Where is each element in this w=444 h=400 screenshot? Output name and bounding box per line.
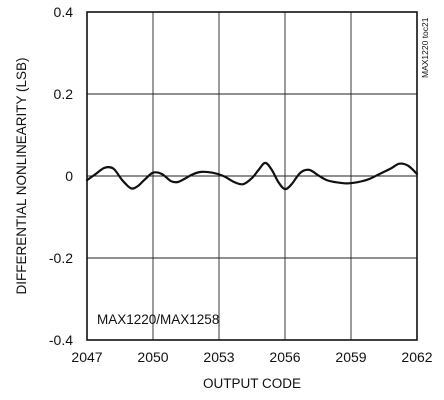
- part-number-annotation: MAX1220/MAX1258: [97, 312, 219, 327]
- grid-lines: [87, 12, 417, 340]
- figure-id-tag: MAX1220 toc21: [420, 17, 430, 78]
- y-tick-label: -0.4: [49, 332, 73, 348]
- x-tick-label: 2050: [137, 349, 168, 365]
- x-tick-label: 2059: [335, 349, 366, 365]
- y-tick-label: 0: [65, 168, 73, 184]
- y-axis-title: DIFFERENTIAL NONLINEARITY (LSB): [14, 57, 29, 294]
- dnl-series-line: [85, 161, 419, 191]
- y-tick-label: 0.2: [54, 86, 74, 102]
- y-tick-labels: -0.4 -0.2 0 0.2 0.4: [49, 4, 73, 348]
- y-tick-label: 0.4: [54, 4, 74, 20]
- y-tick-label: -0.2: [49, 250, 73, 266]
- x-tick-label: 2056: [269, 349, 300, 365]
- plot-frame: [86, 11, 418, 341]
- x-tick-label: 2053: [203, 349, 234, 365]
- x-tick-label: 2062: [401, 349, 432, 365]
- x-tick-label: 2047: [71, 349, 102, 365]
- x-tick-labels: 2047 2050 2053 2056 2059 2062: [71, 349, 432, 365]
- x-axis-title: OUTPUT CODE: [203, 376, 301, 391]
